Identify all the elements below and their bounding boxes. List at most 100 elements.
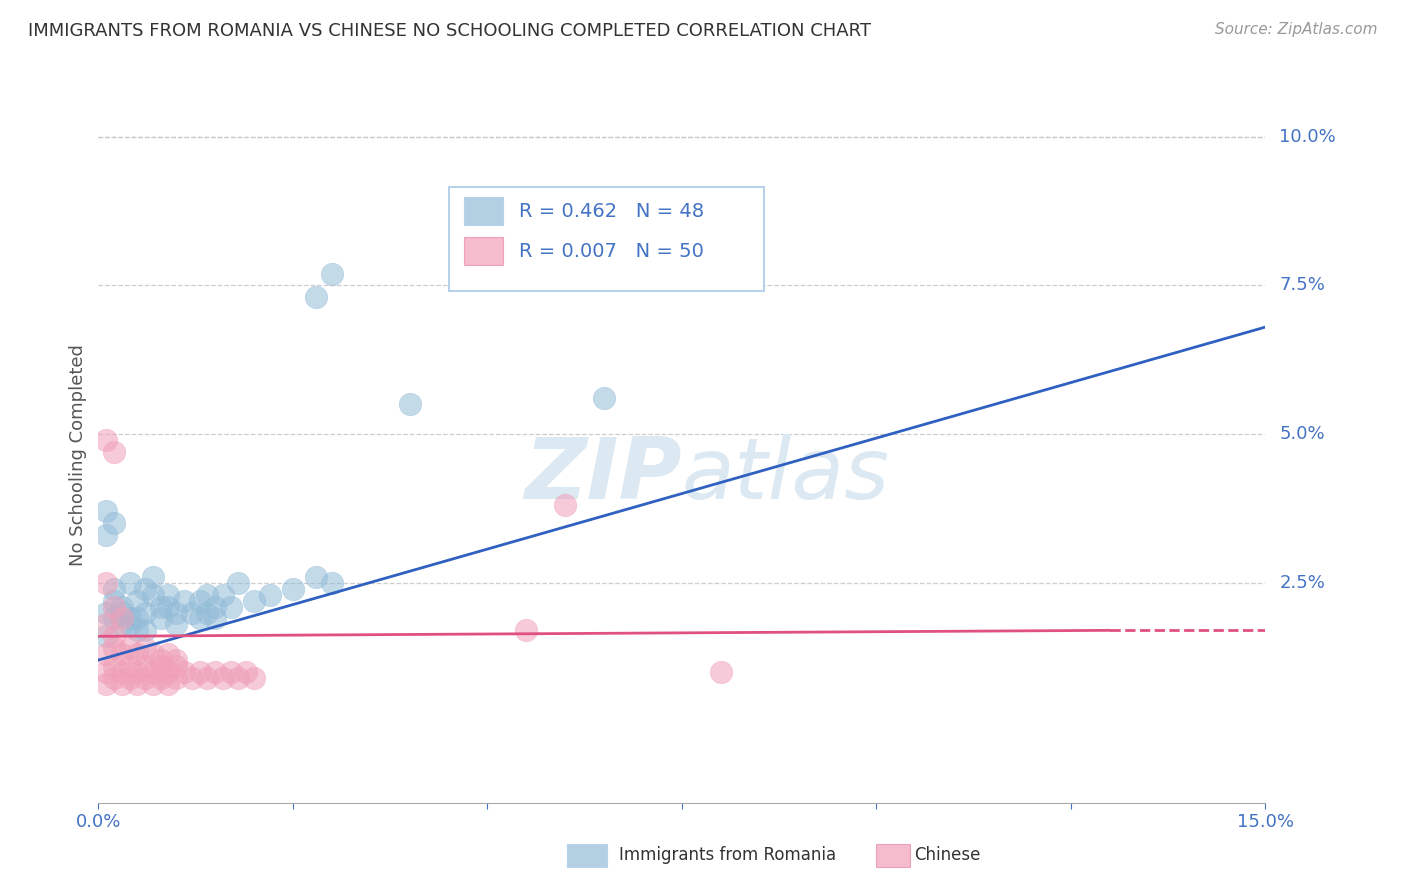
Point <box>235 665 257 679</box>
Point <box>165 606 187 620</box>
Point <box>165 671 187 685</box>
Point <box>195 671 218 685</box>
Point <box>142 677 165 691</box>
Point <box>134 659 156 673</box>
Point <box>118 659 141 673</box>
Point <box>165 653 187 667</box>
Text: 5.0%: 5.0% <box>1279 425 1324 443</box>
Point <box>96 528 118 542</box>
Point <box>118 641 141 656</box>
Point <box>103 445 125 459</box>
Point <box>96 665 118 679</box>
Point <box>188 611 211 625</box>
Point <box>204 611 226 625</box>
Text: Source: ZipAtlas.com: Source: ZipAtlas.com <box>1215 22 1378 37</box>
Point <box>243 671 266 685</box>
Point <box>127 677 149 691</box>
Point <box>134 582 156 596</box>
Point <box>228 575 250 590</box>
Point <box>180 671 202 685</box>
Point <box>149 599 172 614</box>
Point <box>127 665 149 679</box>
Point <box>103 659 125 673</box>
Point <box>103 611 125 625</box>
Point <box>96 606 118 620</box>
Text: Chinese: Chinese <box>914 846 980 863</box>
Point <box>103 582 125 596</box>
Point <box>134 641 156 656</box>
Point <box>134 671 156 685</box>
Point <box>149 659 172 673</box>
Point <box>157 677 180 691</box>
Point <box>228 671 250 685</box>
Point <box>157 665 180 679</box>
Point <box>111 617 134 632</box>
Point <box>321 267 343 281</box>
Point <box>96 433 118 447</box>
Point <box>111 611 134 625</box>
FancyBboxPatch shape <box>464 197 503 226</box>
Point <box>103 671 125 685</box>
Point <box>165 617 187 632</box>
Point <box>149 611 172 625</box>
Point <box>96 617 118 632</box>
Point <box>281 582 304 596</box>
Point <box>173 593 195 607</box>
Text: IMMIGRANTS FROM ROMANIA VS CHINESE NO SCHOOLING COMPLETED CORRELATION CHART: IMMIGRANTS FROM ROMANIA VS CHINESE NO SC… <box>28 22 872 40</box>
Point <box>157 647 180 661</box>
Point <box>118 575 141 590</box>
Point <box>149 653 172 667</box>
Point <box>149 671 172 685</box>
Point <box>96 629 118 643</box>
Point <box>219 599 242 614</box>
Point <box>142 665 165 679</box>
Point <box>157 588 180 602</box>
Point <box>111 665 134 679</box>
Point <box>111 677 134 691</box>
Point <box>204 665 226 679</box>
Point <box>111 647 134 661</box>
Y-axis label: No Schooling Completed: No Schooling Completed <box>69 344 87 566</box>
Point <box>134 606 156 620</box>
Point <box>142 570 165 584</box>
Point <box>710 665 733 679</box>
Text: R = 0.462   N = 48: R = 0.462 N = 48 <box>519 202 703 221</box>
Point <box>127 624 149 638</box>
Point <box>103 593 125 607</box>
Point <box>127 593 149 607</box>
Point <box>142 647 165 661</box>
Point <box>96 647 118 661</box>
Point <box>134 624 156 638</box>
Point <box>204 599 226 614</box>
Text: R = 0.007   N = 50: R = 0.007 N = 50 <box>519 243 703 261</box>
Point <box>195 606 218 620</box>
Point <box>127 647 149 661</box>
Point <box>103 629 125 643</box>
Point <box>111 606 134 620</box>
Point <box>243 593 266 607</box>
Text: 2.5%: 2.5% <box>1279 574 1326 591</box>
Point <box>118 671 141 685</box>
Point <box>96 504 118 518</box>
Point <box>195 588 218 602</box>
Text: atlas: atlas <box>682 434 890 517</box>
Text: 7.5%: 7.5% <box>1279 277 1326 294</box>
Point <box>173 665 195 679</box>
Point <box>165 659 187 673</box>
Point <box>180 606 202 620</box>
Point <box>96 575 118 590</box>
Point <box>305 570 328 584</box>
Point <box>96 677 118 691</box>
Point <box>118 617 141 632</box>
Point <box>118 611 141 625</box>
Point <box>188 593 211 607</box>
Point <box>188 665 211 679</box>
Point <box>127 611 149 625</box>
Point <box>219 665 242 679</box>
Point <box>259 588 281 602</box>
Text: 10.0%: 10.0% <box>1279 128 1336 145</box>
Point <box>142 588 165 602</box>
Point <box>103 516 125 531</box>
Point <box>111 599 134 614</box>
Point <box>515 624 537 638</box>
